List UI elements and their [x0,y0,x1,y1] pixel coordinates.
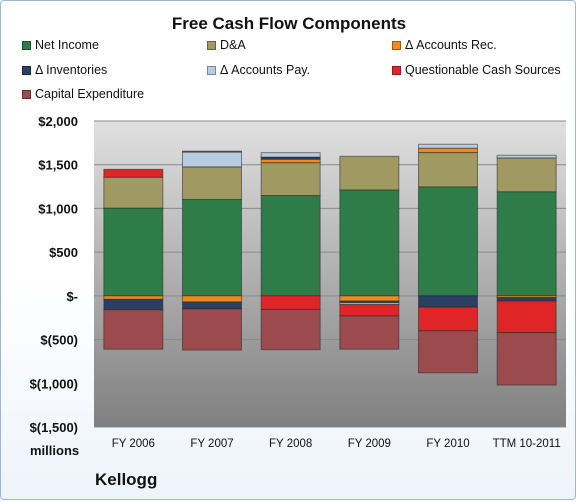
bar-segment [496,332,557,386]
chart-legend: Net Income D&A Δ Accounts Rec. Δ Inventorie… [0,0,578,110]
bar-segment [339,295,400,302]
legend-item: Δ Accounts Rec. [392,38,497,52]
x-tick-label: FY 2007 [190,438,233,450]
y-tick-label: $(1,500) [30,420,78,435]
legend-item: Δ Inventories [22,63,107,77]
bar-segment [182,295,242,303]
bar-segment [418,147,478,154]
bar-segment [182,198,242,297]
legend-item: D&A [207,38,246,52]
x-tick-label: FY 2006 [112,438,155,450]
bar-segment [260,152,321,158]
units-label: millions [30,443,80,458]
legend-label: Δ Accounts Pay. [220,63,311,77]
bar-segment [260,194,321,297]
bar-segment [260,158,321,164]
chart-title: Free Cash Flow Components [171,14,407,33]
bar-segment [182,308,242,351]
bar-segment [418,152,478,188]
bar-segment [103,168,164,178]
bar-segment [418,306,478,332]
company-label: Kellogg [95,470,158,489]
x-tick-label: FY 2008 [269,438,312,450]
y-tick-label: $1,500 [38,158,78,173]
legend-swatch [207,65,216,75]
x-tick-label: TTM 10-2011 [493,438,561,450]
legend-label: Questionable Cash Sources [405,63,561,77]
legend-swatch [392,65,401,75]
bar-segment [260,308,321,351]
bar-segment [418,330,478,374]
bar-segment [103,176,164,209]
y-tick-label: $- [66,289,78,304]
legend-label: Net Income [35,38,99,52]
legend-label: Δ Inventories [35,63,108,77]
legend-item: Capital Expenditure [22,87,144,101]
y-tick-label: $1,000 [38,201,78,216]
legend-item: Questionable Cash Sources [392,63,561,77]
legend-item: Net Income [22,38,99,52]
bar-segment [103,298,164,311]
bar-segment [496,300,557,334]
legend-label: D&A [220,38,246,52]
legend-swatch [22,65,31,75]
bar-segment [182,301,242,310]
bar-segment [103,295,164,300]
y-tick-label: $500 [49,245,78,260]
bar-segment [339,189,400,297]
legend-swatch [22,89,31,99]
bar-segment [418,143,478,149]
legend-swatch [207,40,216,50]
bar-segment [260,295,321,310]
bar-segment [182,150,242,153]
bar-segment [339,315,400,350]
x-tick-label: FY 2009 [348,438,391,450]
bar-segment [496,157,557,193]
plot-area [94,121,566,427]
y-tick-label: $(1,000) [30,376,78,391]
legend-swatch [392,40,401,50]
bar-segment [339,155,400,191]
bar-segment [182,151,242,168]
legend-label: Capital Expenditure [35,87,145,101]
bar-segment [418,186,478,297]
bar-segment [103,309,164,350]
bar-segment [496,154,557,159]
bar-segment [418,295,478,308]
x-tick-label: FY 2010 [426,438,469,450]
legend-label: Δ Accounts Rec. [405,38,497,52]
bar-segment [260,162,321,196]
bar-segment [496,297,557,302]
bar-segment [182,166,242,200]
legend-swatch [22,40,31,50]
bar-segment [103,207,164,297]
y-tick-label: $(500) [40,333,78,348]
bar-segment [496,191,557,297]
bar-segment [339,304,400,317]
y-tick-label: $2,000 [38,114,78,129]
legend-item: Δ Accounts Pay. [207,63,310,77]
